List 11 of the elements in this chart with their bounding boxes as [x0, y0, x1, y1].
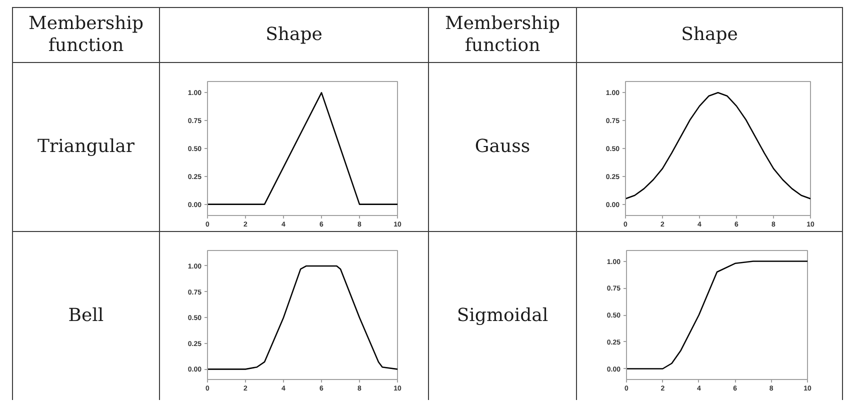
text: Sigmoidal — [456, 304, 550, 328]
text: Shape — [264, 23, 324, 48]
line-series — [626, 92, 810, 200]
text: Membership function — [27, 12, 145, 58]
text: Membership function — [444, 12, 562, 58]
text: Shape — [680, 23, 739, 48]
text: Triangular — [36, 135, 136, 160]
line-series — [208, 265, 398, 370]
line-series — [626, 260, 808, 370]
text: Bell — [67, 304, 105, 328]
text: Gauss — [474, 135, 532, 160]
